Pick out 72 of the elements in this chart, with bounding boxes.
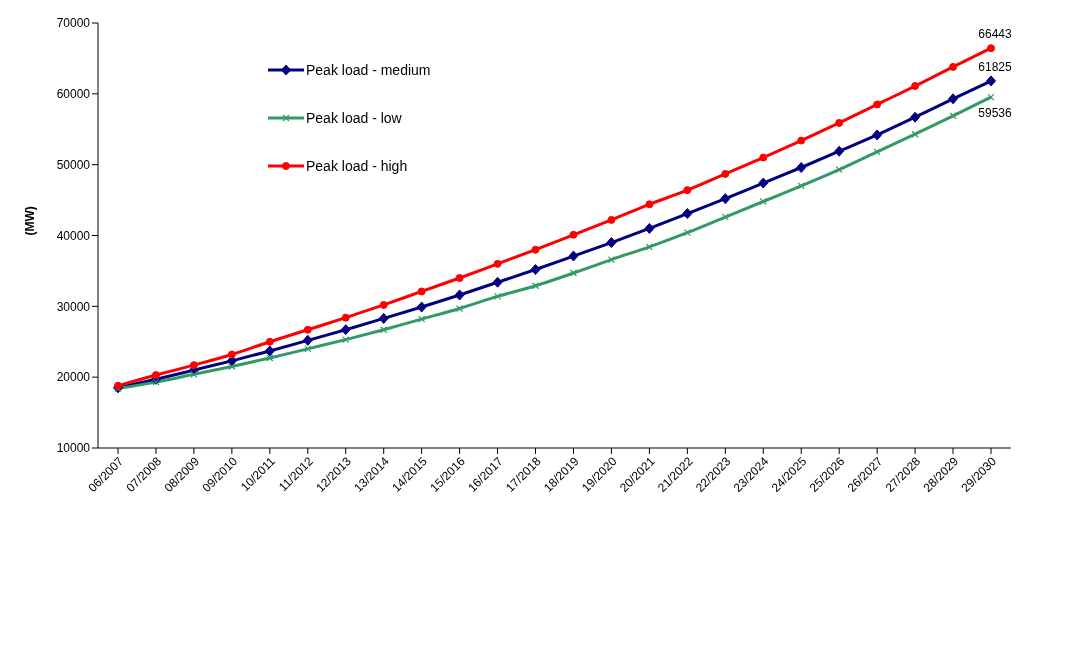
point (228, 362, 236, 371)
point (835, 166, 843, 174)
point (530, 264, 541, 275)
y-tick-label: 20000 (56, 370, 91, 385)
point (759, 153, 768, 162)
point (797, 136, 806, 145)
point (190, 370, 198, 378)
point (378, 312, 389, 324)
point (493, 259, 502, 268)
point (682, 208, 693, 220)
data-label: 59536 (978, 106, 1013, 121)
point (569, 269, 578, 277)
point (911, 82, 920, 91)
point (531, 245, 540, 254)
point (151, 371, 160, 380)
point (340, 324, 351, 336)
y-tick-label: 70000 (56, 16, 91, 31)
y-tick-label: 40000 (56, 228, 91, 243)
point (303, 325, 312, 334)
point (721, 169, 730, 178)
point (987, 44, 995, 53)
point (455, 274, 464, 282)
point (759, 197, 767, 206)
legend-label: Peak load - medium (304, 62, 433, 78)
point (721, 213, 729, 221)
point (873, 100, 882, 109)
point (872, 129, 883, 141)
point (265, 337, 274, 346)
point (379, 300, 388, 309)
point (264, 345, 275, 357)
y-tick-label: 60000 (56, 87, 91, 102)
point (644, 222, 655, 234)
point (645, 200, 654, 209)
legend-label: Peak load - low (304, 110, 404, 126)
point (986, 75, 996, 87)
point (720, 193, 731, 205)
point (569, 230, 578, 239)
point (227, 350, 236, 359)
point (949, 112, 957, 120)
point (834, 145, 845, 157)
data-label: 61825 (978, 59, 1013, 74)
point (266, 354, 274, 362)
point (454, 289, 465, 301)
point (949, 62, 958, 71)
point (910, 111, 921, 123)
point (948, 93, 959, 105)
point (987, 93, 995, 101)
point (341, 313, 350, 322)
point (645, 243, 653, 251)
point (416, 301, 427, 313)
point (683, 186, 692, 195)
point (797, 182, 805, 190)
point (418, 315, 426, 323)
point (606, 237, 617, 249)
legend-label: Peak load - high (304, 158, 410, 174)
point (342, 336, 350, 344)
point (607, 215, 616, 224)
point (189, 361, 198, 370)
point (492, 276, 503, 288)
point (758, 177, 769, 189)
point (417, 287, 426, 296)
point (302, 334, 313, 346)
y-tick-label: 30000 (56, 299, 91, 314)
y-tick-label: 50000 (56, 157, 91, 172)
point (531, 282, 540, 290)
point (835, 118, 844, 127)
y-tick-label: 10000 (56, 441, 91, 456)
y-axis-title: (MW) (23, 206, 38, 236)
point (568, 250, 579, 262)
data-label: 66443 (978, 27, 1013, 42)
point (911, 130, 919, 138)
point (796, 162, 807, 173)
